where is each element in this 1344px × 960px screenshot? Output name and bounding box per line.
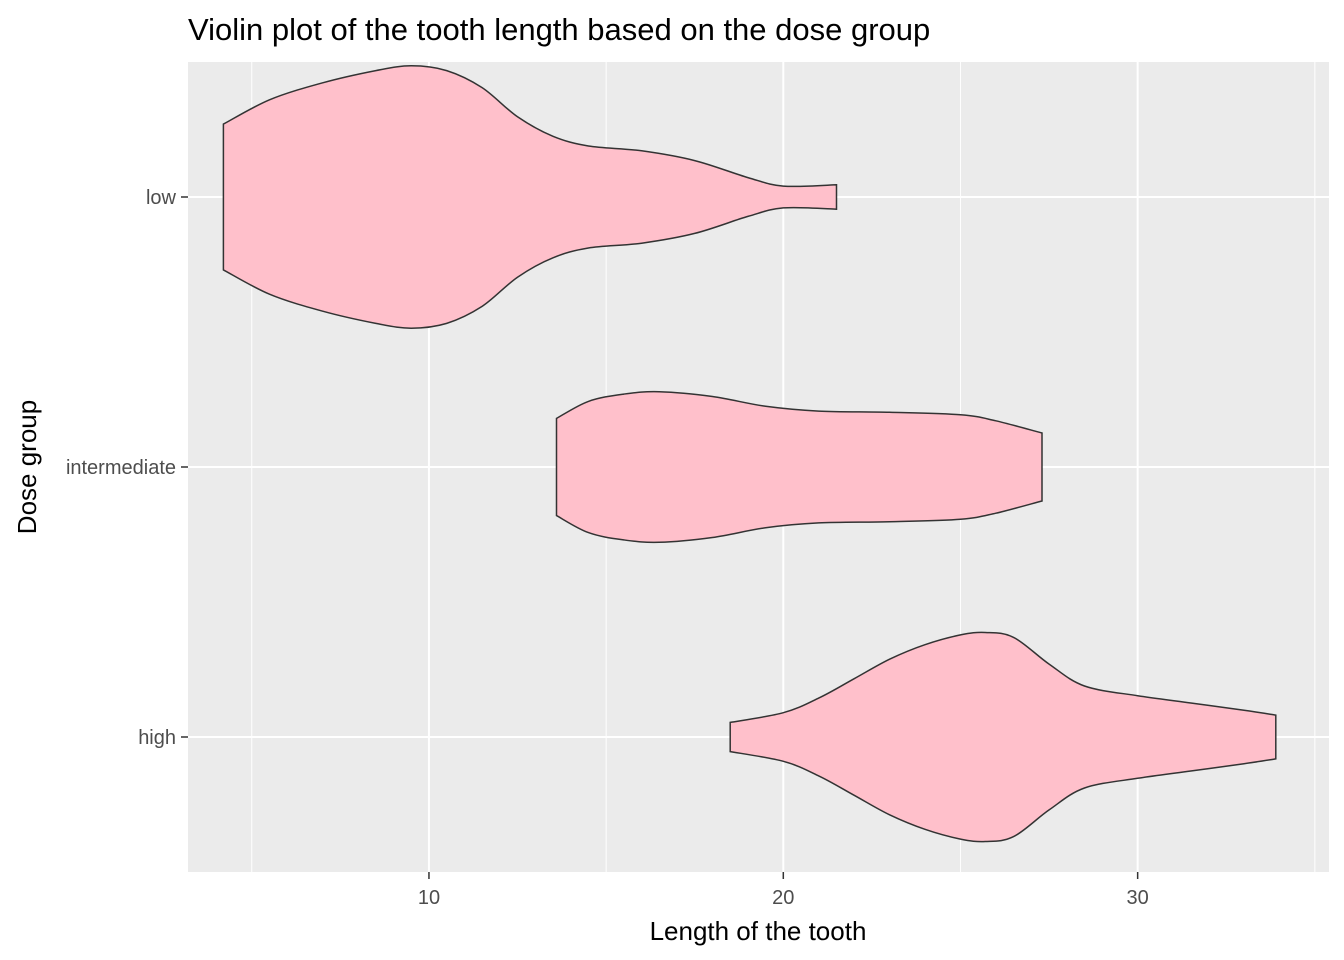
x-tick-label: 20 [772, 887, 794, 909]
y-tick-label-intermediate: intermediate [66, 457, 176, 479]
chart-title: Violin plot of the tooth length based on… [188, 12, 930, 47]
x-axis-title: Length of the tooth [650, 916, 867, 946]
x-tick-label: 10 [418, 887, 440, 909]
y-axis: low intermediate high [66, 187, 188, 749]
y-tick-label-high: high [138, 727, 176, 749]
violin-intermediate [555, 390, 1043, 544]
x-tick-label: 30 [1127, 887, 1149, 909]
violins [222, 65, 1277, 843]
violin-high [729, 631, 1277, 843]
x-axis: 10 20 30 [418, 872, 1149, 909]
y-tick-label-low: low [146, 187, 177, 209]
violin-low [222, 65, 838, 329]
y-axis-title: Dose group [12, 400, 42, 534]
